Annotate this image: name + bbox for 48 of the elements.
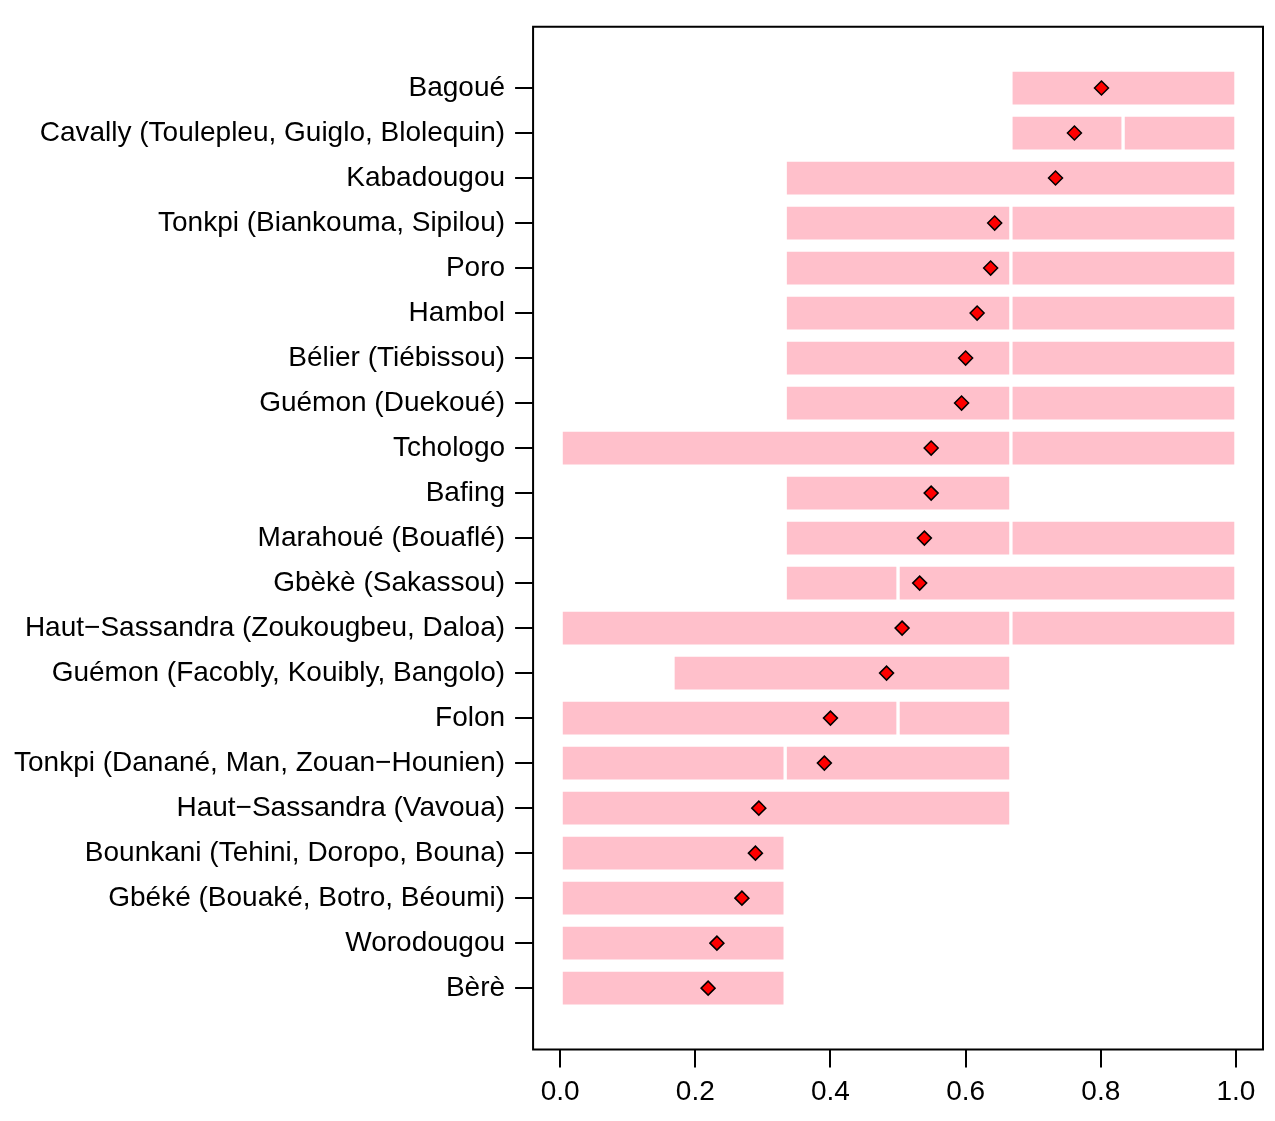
point: [957, 350, 974, 366]
y-tick-label: Bagoué: [408, 70, 506, 102]
y-tick-label: Kabadougou: [346, 160, 506, 192]
point: [911, 575, 928, 591]
point: [1066, 125, 1083, 141]
y-tick-label: Cavally (Toulepleu, Guiglo, Blolequin): [39, 115, 506, 147]
y-tick-label: Bèrè: [445, 970, 506, 1002]
y-tick-label: Marahoué (Bouaflé): [257, 520, 506, 552]
y-tick-label: Tonkpi (Danané, Man, Zouan−Hounien): [13, 745, 506, 777]
y-tick-label: Worodougou: [345, 925, 506, 957]
y-tick-label: Gbèkè (Sakassou): [273, 565, 506, 597]
y-tick-label: Bafing: [425, 475, 506, 507]
x-tick-label: 0.6: [946, 1074, 986, 1106]
x-tick-label: 0.8: [1081, 1074, 1121, 1106]
point: [816, 755, 833, 771]
point: [747, 845, 764, 861]
y-tick-label: Poro: [445, 250, 506, 282]
y-tick-label: Folon: [435, 700, 506, 732]
x-tick-label: 0.4: [810, 1074, 850, 1106]
point: [709, 935, 725, 951]
x-tick-label: 0.2: [675, 1074, 715, 1106]
y-tick-label: Gbéké (Bouaké, Botro, Béoumi): [108, 880, 506, 912]
point: [1093, 80, 1110, 96]
point: [953, 395, 970, 411]
point: [982, 260, 999, 276]
y-tick-label: Haut−Sassandra (Vavoua): [176, 790, 506, 822]
x-tick-label: 0.0: [540, 1074, 580, 1106]
point: [700, 980, 716, 996]
y-tick-label: Guémon (Duekoué): [259, 385, 506, 417]
y-tick-label: Tchologo: [392, 430, 506, 462]
y-tick-label: Bélier (Tiébissou): [288, 340, 506, 372]
point: [751, 800, 767, 816]
point: [1047, 170, 1064, 186]
y-tick-label: Tonkpi (Biankouma, Sipilou): [158, 205, 506, 237]
point: [916, 530, 933, 546]
y-tick-label: Hambol: [408, 295, 506, 327]
y-tick-label: Bounkani (Tehini, Doropo, Bouna): [84, 835, 506, 867]
point: [969, 305, 985, 321]
y-tick-label: Guémon (Facobly, Kouibly, Bangolo): [51, 655, 506, 687]
point: [986, 215, 1003, 231]
point: [923, 485, 939, 501]
point: [822, 710, 839, 726]
point: [923, 440, 939, 456]
point: [878, 665, 895, 681]
y-tick-label: Haut−Sassandra (Zoukougbeu, Daloa): [24, 610, 506, 642]
point: [734, 890, 750, 906]
point: [894, 620, 910, 636]
x-tick-label: 1.0: [1216, 1074, 1256, 1106]
